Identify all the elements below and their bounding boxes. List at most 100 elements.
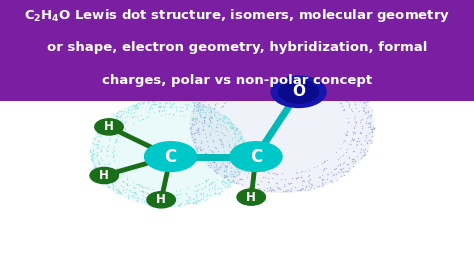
Point	[104, 145, 112, 150]
Point	[194, 195, 201, 200]
Point	[94, 132, 102, 136]
Point	[221, 174, 229, 178]
Point	[196, 108, 204, 113]
Point	[173, 193, 180, 197]
Point	[110, 122, 118, 126]
Point	[228, 124, 236, 129]
Point	[107, 117, 114, 121]
Point	[237, 156, 244, 160]
Point	[267, 189, 275, 194]
Point	[270, 171, 277, 176]
Point	[110, 158, 118, 162]
Point	[105, 161, 112, 166]
Point	[341, 160, 348, 164]
Point	[364, 141, 371, 145]
Point	[163, 100, 170, 104]
Point	[360, 101, 368, 105]
Point	[230, 144, 238, 148]
Point	[347, 142, 355, 146]
Point	[225, 68, 233, 73]
Point	[226, 124, 233, 128]
Point	[193, 105, 201, 109]
Point	[217, 180, 225, 184]
Point	[363, 149, 371, 154]
Point	[164, 98, 171, 102]
Point	[105, 184, 112, 188]
Point	[100, 166, 108, 170]
Point	[215, 191, 223, 195]
Point	[215, 165, 223, 169]
Point	[91, 137, 99, 141]
Point	[188, 118, 196, 122]
Point	[351, 125, 358, 129]
Point	[222, 115, 230, 119]
Point	[139, 193, 147, 197]
Circle shape	[230, 142, 282, 171]
Point	[109, 154, 117, 158]
Point	[364, 120, 372, 125]
Point	[353, 154, 361, 158]
Point	[349, 98, 356, 102]
Point	[98, 174, 105, 178]
Point	[273, 171, 281, 176]
Point	[306, 81, 314, 85]
Point	[337, 161, 344, 166]
Point	[206, 116, 213, 120]
Point	[108, 167, 116, 172]
Point	[155, 100, 163, 104]
Point	[313, 64, 320, 68]
Point	[109, 148, 117, 153]
Point	[192, 104, 200, 109]
Point	[200, 146, 207, 151]
Point	[291, 62, 298, 66]
Point	[264, 170, 271, 174]
Point	[337, 169, 345, 173]
Point	[270, 188, 278, 193]
Point	[334, 163, 342, 167]
Point	[237, 136, 245, 140]
Point	[247, 62, 255, 66]
Point	[287, 56, 295, 61]
Point	[148, 199, 155, 203]
Point	[339, 166, 346, 170]
Point	[352, 106, 360, 110]
Point	[206, 187, 213, 191]
Point	[316, 175, 323, 179]
Point	[366, 124, 374, 128]
Point	[349, 83, 357, 87]
Point	[219, 158, 227, 162]
Text: or shape, electron geometry, hybridization, formal: or shape, electron geometry, hybridizati…	[47, 40, 427, 53]
Point	[216, 190, 224, 195]
Point	[205, 110, 212, 114]
Ellipse shape	[90, 99, 246, 207]
Point	[206, 193, 214, 197]
Point	[331, 71, 339, 75]
Point	[285, 62, 292, 67]
Point	[175, 97, 182, 102]
Point	[204, 159, 211, 164]
Point	[271, 171, 279, 176]
Point	[349, 132, 357, 136]
Point	[226, 160, 234, 165]
Point	[351, 131, 359, 135]
Point	[200, 155, 208, 159]
Point	[349, 130, 357, 134]
Point	[109, 150, 116, 154]
Point	[164, 193, 172, 197]
Point	[212, 92, 220, 96]
Point	[192, 117, 200, 121]
Point	[156, 104, 164, 109]
Point	[313, 82, 320, 86]
Point	[351, 159, 359, 163]
Point	[176, 109, 183, 113]
Point	[302, 185, 310, 190]
Point	[344, 162, 351, 166]
Point	[196, 106, 204, 111]
Point	[238, 167, 246, 172]
Point	[93, 166, 101, 170]
Point	[236, 162, 244, 167]
Point	[358, 142, 365, 146]
Point	[294, 63, 302, 67]
Point	[138, 116, 146, 121]
Point	[254, 69, 262, 73]
